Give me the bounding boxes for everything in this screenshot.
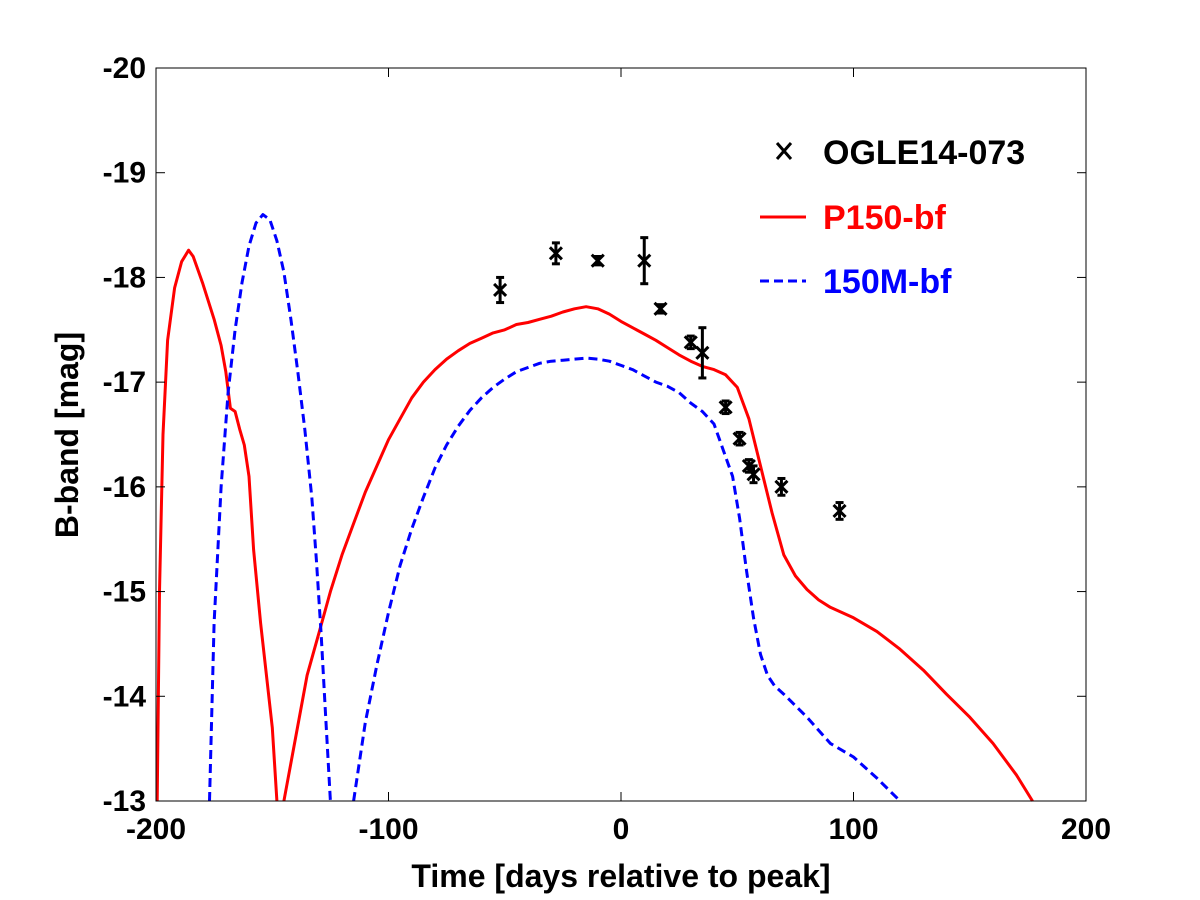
x-tick-label: 0	[613, 813, 630, 846]
series-line-150m-bf	[352, 356, 902, 803]
legend-marker-ogle	[775, 142, 793, 160]
y-tick-label: -15	[103, 576, 146, 609]
x-marker-stroke	[746, 467, 761, 482]
data-point-ogle	[590, 253, 605, 268]
legend-label-ogle: OGLE14-073	[823, 134, 1025, 172]
data-point-ogle	[548, 241, 563, 266]
y-tick-label: -17	[103, 366, 146, 399]
y-tick-label: -18	[103, 261, 146, 294]
x-marker-stroke	[732, 431, 747, 446]
data-point-ogle	[493, 275, 508, 305]
curves-layer	[155, 213, 1034, 803]
data-point-ogle	[774, 476, 789, 497]
data-point-ogle	[653, 301, 668, 316]
x-marker-stroke	[590, 253, 605, 268]
data-point-ogle	[746, 464, 761, 485]
data-point-ogle	[732, 430, 747, 447]
series-line-p150-bf	[282, 305, 1034, 802]
legend-label-p150: P150-bf	[823, 199, 946, 237]
y-tick-label: -16	[103, 471, 146, 504]
series-line-p150-bf	[155, 248, 279, 802]
x-tick-label: -200	[126, 813, 186, 846]
x-marker-stroke	[718, 400, 733, 415]
x-tick-label: -100	[358, 813, 418, 846]
x-marker-stroke	[493, 282, 508, 298]
data-point-ogle	[832, 501, 847, 521]
data-point-ogle	[637, 236, 652, 286]
markers-layer	[493, 236, 847, 521]
x-marker-stroke	[741, 458, 756, 473]
y-tick-label: -20	[103, 52, 146, 85]
y-axis-title: B-band [mag]	[49, 332, 85, 538]
y-tick-label: -19	[103, 157, 146, 190]
plot-area	[156, 68, 1086, 801]
x-tick-label: 100	[828, 813, 878, 846]
x-marker-stroke	[774, 479, 789, 494]
y-tick-label: -13	[103, 785, 146, 818]
y-tick-label: -14	[103, 680, 147, 713]
legend-label-150m: 150M-bf	[823, 263, 952, 301]
x-marker-stroke	[695, 345, 710, 360]
x-marker-stroke	[683, 335, 698, 350]
x-marker-stroke	[548, 246, 563, 261]
data-point-ogle	[695, 326, 710, 380]
x-marker-stroke	[637, 253, 652, 268]
x-marker-stroke	[653, 301, 668, 316]
x-marker-stroke	[832, 503, 847, 519]
data-point-ogle	[683, 334, 698, 351]
data-point-ogle	[718, 399, 733, 416]
x-tick-label: 200	[1061, 813, 1111, 846]
legend: OGLE14-073 P150-bf 150M-bf	[760, 134, 1025, 301]
x-axis-title: Time [days relative to peak]	[411, 858, 830, 894]
ticks-layer: -200 -100 0 100 200 -13 -14 -15 -16 -17 -18 -19 -20	[103, 52, 1111, 846]
